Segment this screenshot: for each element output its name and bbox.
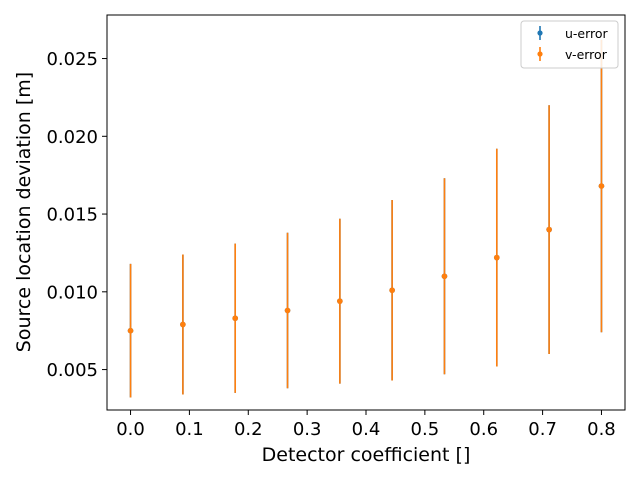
legend-marker-u-error (537, 26, 543, 40)
y-tick-label: 0.005 (46, 360, 98, 381)
x-axis-label: Detector coefficient [] (262, 444, 471, 466)
legend-label-v-error: v-error (565, 47, 608, 62)
x-tick-label: 0.8 (587, 419, 616, 440)
y-tick-label: 0.025 (46, 49, 98, 70)
x-tick-label: 0.4 (352, 419, 381, 440)
legend: u-error v-error (520, 20, 619, 69)
y-tick-label: 0.010 (46, 282, 98, 303)
y-tick-label: 0.020 (46, 127, 98, 148)
series-u-error (127, 39, 605, 398)
y-axis-label: Source location deviation [m] (13, 72, 35, 352)
data-point (389, 287, 395, 294)
data-point (180, 321, 186, 328)
x-axis-ticks: 0.0 0.1 0.2 0.3 0.4 0.5 0.6 0.7 0.8 (116, 410, 616, 440)
x-tick-label: 0.6 (469, 419, 498, 440)
x-tick-label: 0.1 (175, 419, 204, 440)
legend-label-u-error: u-error (565, 26, 609, 41)
legend-marker-v-error (537, 47, 543, 61)
data-point (337, 298, 343, 304)
x-tick-label: 0.5 (411, 419, 440, 440)
data-point (284, 307, 291, 314)
x-tick-label: 0.3 (293, 419, 322, 440)
plot-frame (106, 14, 626, 411)
y-tick-label: 0.015 (46, 205, 98, 226)
data-point (546, 226, 552, 233)
x-tick-label: 0.7 (528, 419, 557, 440)
series-v-error (127, 39, 605, 398)
x-tick-label: 0.0 (116, 419, 145, 440)
y-axis-ticks: 0.005 0.010 0.015 0.020 0.025 (46, 49, 107, 381)
data-point (598, 183, 605, 189)
x-tick-label: 0.2 (234, 419, 263, 440)
data-point (127, 327, 134, 334)
data-point (232, 315, 239, 322)
plot-marks (127, 39, 605, 398)
legend-box (520, 20, 619, 69)
data-point (493, 254, 500, 261)
data-point (441, 273, 448, 280)
